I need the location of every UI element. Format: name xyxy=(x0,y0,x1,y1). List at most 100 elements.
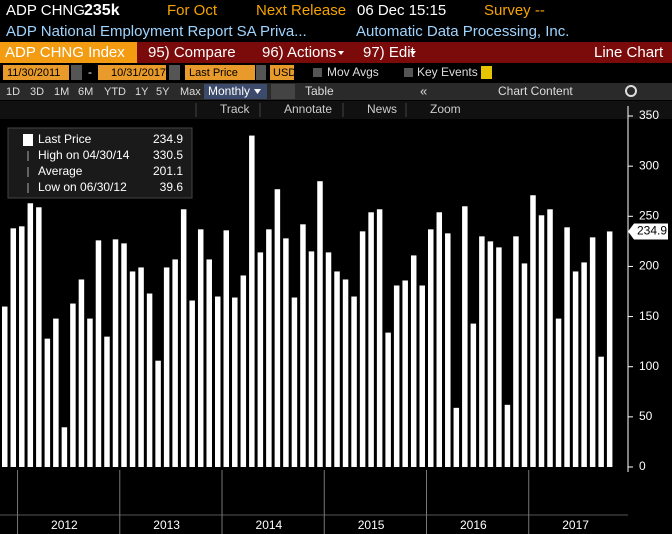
tool-button[interactable]: Annotate xyxy=(284,102,332,116)
bar xyxy=(2,306,8,467)
chart: 0 50 100 150 200 250 300 350 2012 2013 2014 2015 201… xyxy=(0,106,668,534)
tool-button[interactable]: Track xyxy=(220,102,251,116)
bar xyxy=(172,259,178,467)
bar xyxy=(428,229,434,467)
bar xyxy=(410,255,417,467)
legend-label: High on 04/30/14 xyxy=(38,148,130,162)
bar xyxy=(112,239,119,467)
bar xyxy=(44,338,51,467)
bar xyxy=(121,243,127,467)
bar xyxy=(36,207,42,468)
bar xyxy=(27,203,34,467)
security-tab[interactable] xyxy=(0,42,137,63)
bar xyxy=(10,228,17,467)
chart-content-button[interactable]: Chart Content xyxy=(498,84,573,98)
dropdown-arrow xyxy=(410,51,416,55)
next-release: 06 Dec 15:15 xyxy=(357,2,446,19)
tool-buttons: Track Annotate News Zoom xyxy=(195,102,461,117)
end-date-field[interactable] xyxy=(98,65,166,80)
period-button[interactable]: 3D xyxy=(30,86,44,98)
field-select[interactable] xyxy=(185,65,255,80)
bar xyxy=(513,236,519,467)
bar xyxy=(240,275,247,467)
period-button[interactable]: YTD xyxy=(104,86,126,98)
x-tick-label: 2014 xyxy=(256,518,283,532)
legend-value: 201.1 xyxy=(153,164,183,178)
period-button[interactable]: Max xyxy=(180,86,201,98)
bar xyxy=(538,215,545,467)
mov-avgs[interactable]: Mov Avgs xyxy=(327,65,379,79)
bar xyxy=(266,229,272,467)
bar xyxy=(479,236,485,467)
frequency[interactable]: Monthly xyxy=(208,84,250,98)
field[interactable]: Last Price xyxy=(189,67,238,79)
y-tick-label: 300 xyxy=(639,158,659,172)
dropdown-arrow xyxy=(338,51,344,55)
actions-button[interactable]: 96) Actions xyxy=(262,44,336,61)
compare-button[interactable]: 95) Compare xyxy=(148,44,236,61)
checkbox[interactable] xyxy=(404,68,413,77)
table-button[interactable]: Table xyxy=(305,84,334,98)
bar xyxy=(53,318,59,467)
bar xyxy=(572,271,579,467)
bar xyxy=(155,360,161,467)
bar xyxy=(325,252,332,467)
period-buttons: 1D 3D 1M 6M YTD 1Y 5Y Max xyxy=(6,86,201,98)
period-button[interactable]: 1Y xyxy=(135,86,149,98)
last-value-label: 234.9 xyxy=(637,224,667,238)
legend-label: Low on 06/30/12 xyxy=(38,180,127,194)
bar xyxy=(215,296,221,467)
bar xyxy=(496,247,502,467)
calendar-icon[interactable] xyxy=(169,65,180,80)
period-button[interactable]: 6M xyxy=(78,86,93,98)
bar xyxy=(19,226,25,467)
bar xyxy=(555,318,562,467)
key-events[interactable]: Key Events xyxy=(417,65,478,79)
bar xyxy=(283,238,289,467)
frequency-select[interactable] xyxy=(204,84,267,99)
bar xyxy=(180,209,187,468)
start-date[interactable]: 11/30/2011 xyxy=(7,67,60,79)
bar xyxy=(87,318,93,467)
chart-type: Line Chart xyxy=(594,44,664,61)
bar xyxy=(351,296,357,467)
bar xyxy=(598,356,604,467)
x-tick-label: 2013 xyxy=(153,518,180,532)
legend-swatch xyxy=(23,134,33,146)
security[interactable]: ADP CHNG Index xyxy=(5,44,125,61)
start-date-field[interactable] xyxy=(3,65,69,80)
checkbox[interactable] xyxy=(313,68,322,77)
currency-select[interactable] xyxy=(270,65,294,80)
edit-button[interactable]: 97) Edit xyxy=(363,44,416,61)
tool-button[interactable]: News xyxy=(367,102,397,116)
chart-icon[interactable] xyxy=(271,84,295,99)
bar xyxy=(308,251,315,467)
bar xyxy=(436,212,443,467)
legend-label: Last Price xyxy=(38,132,92,146)
currency[interactable]: USD xyxy=(273,67,296,79)
bar xyxy=(146,293,153,467)
legend-value: 330.5 xyxy=(153,148,183,162)
period: For Oct xyxy=(167,2,218,19)
bar xyxy=(291,297,298,467)
end-date[interactable]: 10/31/2017 xyxy=(111,67,166,79)
next-release-label: Next Release xyxy=(256,2,346,19)
dropdown[interactable] xyxy=(256,65,266,80)
period-button[interactable]: 1M xyxy=(54,86,69,98)
company: Automatic Data Processing, Inc. xyxy=(356,23,569,40)
bar xyxy=(581,262,587,467)
period-button[interactable]: 5Y xyxy=(156,86,170,98)
settings-icon[interactable] xyxy=(625,85,637,97)
y-tick-label: 100 xyxy=(639,359,659,373)
bar xyxy=(453,407,460,467)
tool-button[interactable]: Zoom xyxy=(430,102,461,116)
calendar-icon[interactable] xyxy=(71,65,82,80)
bar xyxy=(521,263,528,467)
collapse-icon[interactable]: « xyxy=(420,83,427,98)
x-tick-label: 2017 xyxy=(562,518,589,532)
bar xyxy=(487,241,494,467)
bar xyxy=(402,280,408,467)
info-icon[interactable] xyxy=(481,66,492,79)
period-button[interactable]: 1D xyxy=(6,86,20,98)
